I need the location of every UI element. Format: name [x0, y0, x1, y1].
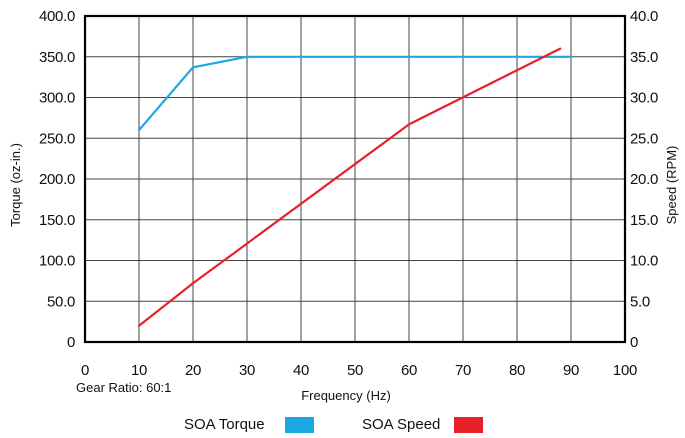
x-tick-label: 90	[563, 362, 579, 379]
legend-swatch-soa-speed	[454, 417, 483, 433]
x-tick-label: 20	[185, 362, 201, 379]
gear-ratio-note: Gear Ratio: 60:1	[76, 380, 171, 395]
y-axis-title: Torque (oz-in.)	[8, 143, 23, 227]
series-line-soa-torque	[137, 55, 573, 132]
y-tick-label: 100.0	[39, 253, 75, 270]
x-tick-label: 10	[131, 362, 147, 379]
y2-tick-label: 30.0	[630, 90, 658, 107]
y-tick-label: 0	[67, 334, 75, 351]
x-tick-label: 40	[293, 362, 309, 379]
legend-label-soa-speed: SOA Speed	[362, 416, 440, 433]
y2-tick-labels: 0 5.0 10.0 15.0 20.0 25.0 30.0 35.0 40.0	[630, 8, 658, 351]
legend: SOA Torque SOA Speed	[184, 416, 483, 433]
grid	[85, 16, 625, 342]
y-tick-labels: 0 50.0 100.0 150.0 200.0 250.0 300.0 350.0 400.0	[39, 8, 75, 351]
y-tick-label: 50.0	[47, 293, 75, 310]
y2-tick-label: 10.0	[630, 253, 658, 270]
x-tick-label: 50	[347, 362, 363, 379]
y-tick-label: 400.0	[39, 8, 75, 25]
x-tick-label: 70	[455, 362, 471, 379]
y2-tick-label: 40.0	[630, 8, 658, 25]
plot-frame	[83, 14, 627, 344]
y2-tick-label: 25.0	[630, 130, 658, 147]
legend-swatch-soa-torque	[285, 417, 314, 433]
x-tick-label: 100	[613, 362, 637, 379]
x-axis-title: Frequency (Hz)	[301, 388, 391, 403]
series-lines	[137, 47, 573, 327]
y-tick-label: 200.0	[39, 171, 75, 188]
x-tick-labels: 0 10 20 30 40 50 60 70 80 90 100	[81, 362, 637, 379]
y2-tick-label: 0	[630, 334, 638, 351]
legend-label-soa-torque: SOA Torque	[184, 416, 265, 433]
y-tick-label: 150.0	[39, 212, 75, 229]
x-tick-label: 0	[81, 362, 89, 379]
series-line-soa-speed	[137, 47, 562, 327]
y2-tick-label: 35.0	[630, 49, 658, 66]
y-tick-label: 250.0	[39, 130, 75, 147]
x-tick-label: 80	[509, 362, 525, 379]
y2-axis-title: Speed (RPM)	[664, 146, 679, 225]
y2-tick-label: 5.0	[630, 293, 650, 310]
y2-tick-label: 20.0	[630, 171, 658, 188]
x-tick-label: 30	[239, 362, 255, 379]
x-tick-label: 60	[401, 362, 417, 379]
y2-tick-label: 15.0	[630, 212, 658, 229]
y-tick-label: 300.0	[39, 90, 75, 107]
y-tick-label: 350.0	[39, 49, 75, 66]
